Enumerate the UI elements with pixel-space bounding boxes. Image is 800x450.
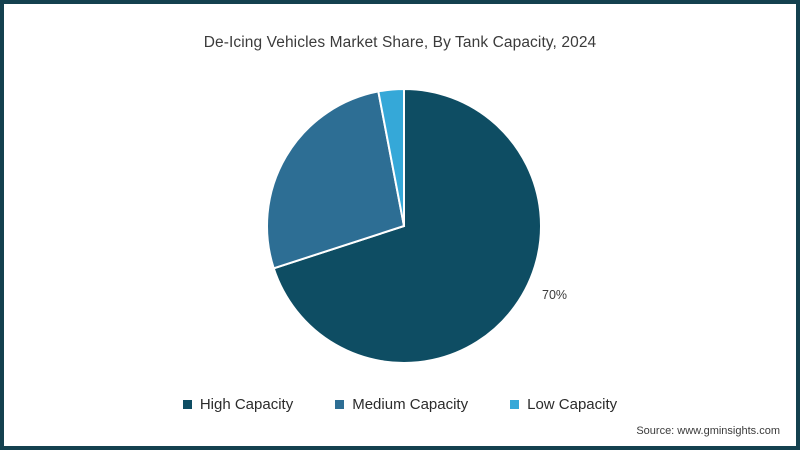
- legend-swatch-icon: [182, 400, 192, 409]
- legend-label: Medium Capacity: [352, 396, 469, 413]
- source-attribution: Source: www.gminsights.com: [636, 425, 780, 437]
- legend-item-medium-capacity[interactable]: Medium Capacity: [335, 396, 468, 413]
- pie-slice[interactable]: [266, 90, 406, 270]
- pie-slice-label-high-capacity: 70%: [542, 288, 568, 302]
- chart-legend: High Capacity Medium Capacity Low Capaci…: [4, 396, 796, 413]
- pie-svg: [266, 87, 542, 364]
- legend-item-low-capacity[interactable]: Low Capacity: [510, 396, 617, 413]
- chart-canvas: De-Icing Vehicles Market Share, By Tank …: [4, 4, 796, 446]
- pie-slice-group: [266, 87, 542, 364]
- legend-swatch-icon: [510, 400, 520, 409]
- chart-title: De-Icing Vehicles Market Share, By Tank …: [203, 34, 597, 51]
- legend-label: High Capacity: [199, 396, 294, 413]
- legend-label: Low Capacity: [527, 396, 618, 413]
- pie-slice[interactable]: [377, 87, 405, 227]
- legend-item-high-capacity[interactable]: High Capacity: [182, 396, 294, 413]
- legend-swatch-icon: [335, 400, 345, 409]
- pie-slice[interactable]: [272, 87, 542, 364]
- pie-chart: 70%: [4, 4, 796, 446]
